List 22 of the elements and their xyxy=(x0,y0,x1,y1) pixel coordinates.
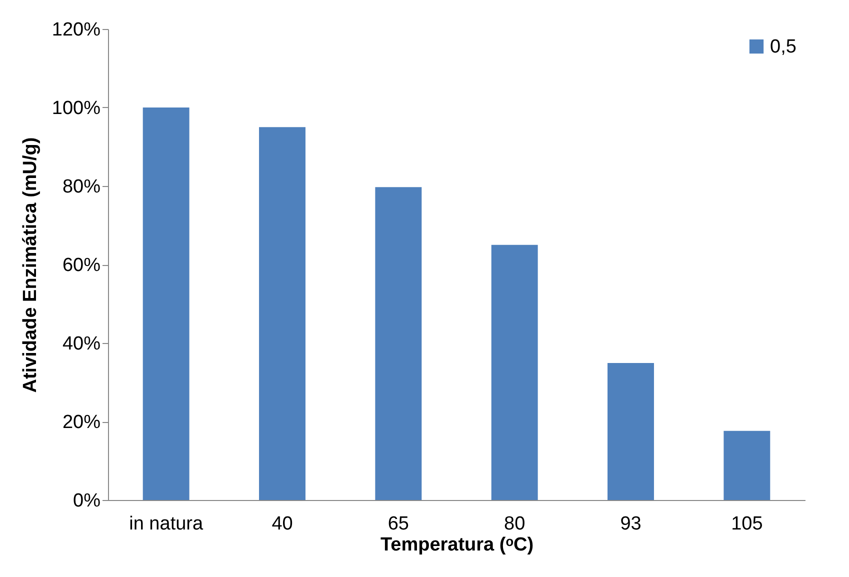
bar xyxy=(142,108,190,500)
y-tick-label: 20% xyxy=(62,412,101,433)
bar xyxy=(491,244,538,500)
legend-label: 0,5 xyxy=(770,36,796,58)
y-tick-label: 40% xyxy=(62,334,101,354)
bar xyxy=(724,430,770,500)
x-tick-label: 105 xyxy=(731,514,763,534)
x-tick-label: 80 xyxy=(504,514,526,534)
y-tick-label: 120% xyxy=(52,20,101,40)
bar xyxy=(608,363,654,500)
x-tick-label: 65 xyxy=(388,514,409,534)
x-axis-title: Temperatura (ᵒC) xyxy=(380,534,534,556)
x-tick-label: 93 xyxy=(620,514,642,534)
bar xyxy=(259,127,306,500)
x-tick-label: 40 xyxy=(272,514,293,534)
y-axis-title: Atividade Enzimática (mU/g) xyxy=(20,137,41,393)
bar xyxy=(375,187,422,500)
y-tick-label: 80% xyxy=(62,176,101,198)
y-tick-label: 0% xyxy=(73,490,101,512)
x-tick-label: in natura xyxy=(129,514,204,534)
y-tick-label: 100% xyxy=(52,98,101,119)
y-tick-label: 60% xyxy=(62,255,101,276)
